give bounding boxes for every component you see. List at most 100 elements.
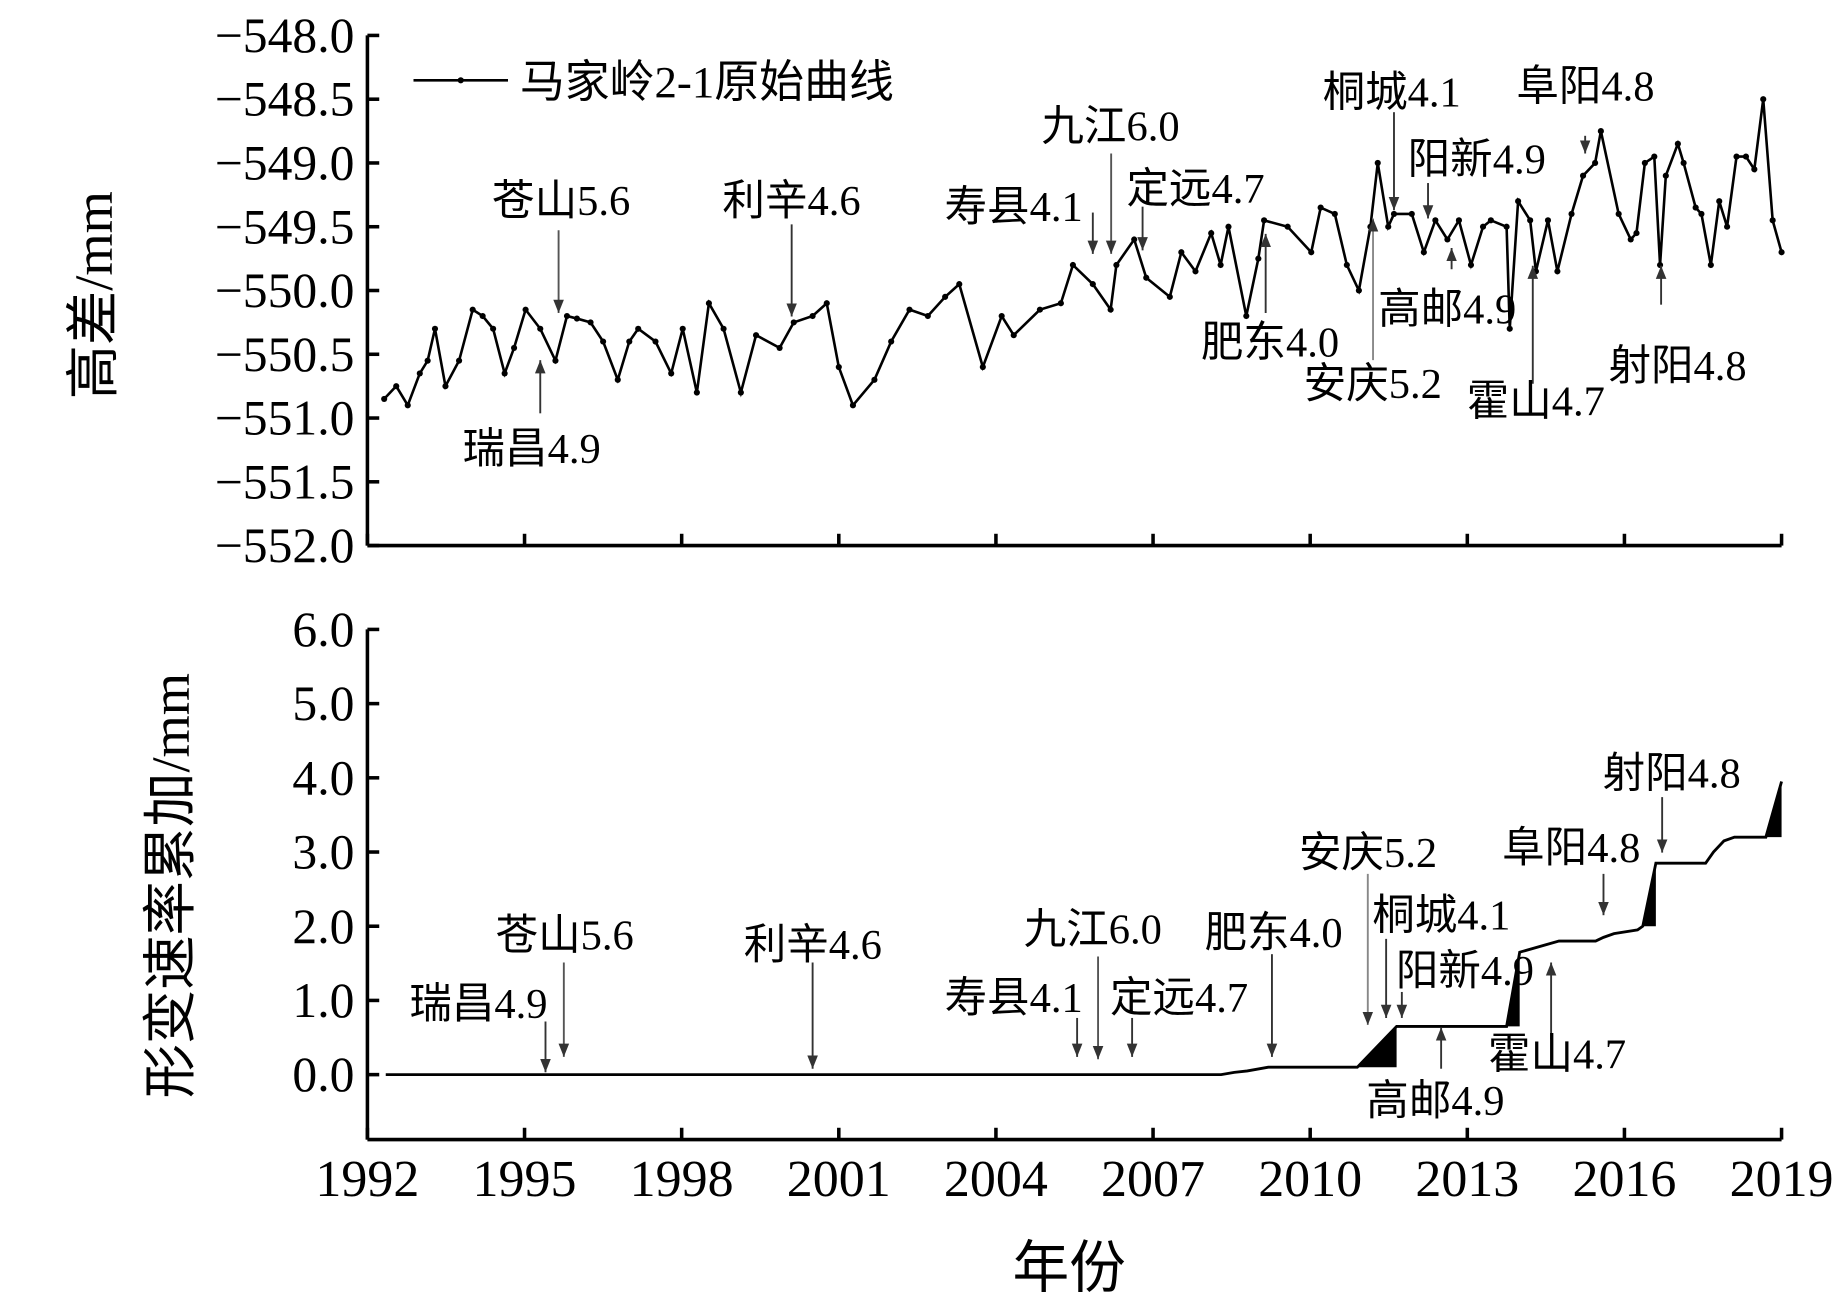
data-point (614, 376, 621, 383)
x-tick-label: 1995 (473, 1151, 577, 1208)
data-point (587, 319, 594, 326)
data-point (501, 370, 508, 377)
event-label: 苍山5.6 (496, 912, 634, 959)
data-point (1010, 332, 1017, 339)
data-point (652, 338, 659, 345)
data-point (381, 395, 388, 402)
data-point (1532, 268, 1539, 275)
data-point (1733, 153, 1740, 160)
data-point (1724, 223, 1731, 230)
data-point (1503, 223, 1510, 230)
x-tick-label: 2013 (1415, 1151, 1519, 1208)
event-label: 苍山5.6 (492, 178, 630, 225)
data-point (1778, 249, 1785, 256)
x-tick-label: 2004 (944, 1151, 1048, 1208)
data-point (416, 370, 423, 377)
bottom-y-tick-label: 5.0 (292, 676, 354, 731)
top-y-tick-label: −550.0 (215, 263, 355, 318)
data-point (1692, 204, 1699, 211)
event-label: 寿县4.1 (945, 975, 1083, 1022)
data-point (563, 312, 571, 320)
event-label: 利辛4.6 (722, 178, 860, 225)
top-y-tick-label: −552.0 (215, 518, 355, 573)
data-point (1479, 223, 1487, 230)
data-point (1343, 261, 1350, 269)
data-point (906, 306, 913, 313)
data-point (1390, 210, 1398, 218)
data-point (1143, 274, 1150, 281)
data-point (1674, 140, 1681, 147)
data-point (1651, 153, 1658, 160)
data-point (1527, 217, 1534, 224)
bottom-y-tick-label: 4.0 (292, 750, 354, 805)
event-label: 射阳4.8 (1603, 751, 1741, 798)
event-label: 定远4.7 (1110, 975, 1248, 1022)
data-point (1385, 223, 1392, 230)
event-label: 安庆5.2 (1304, 361, 1442, 408)
data-point (1597, 128, 1604, 135)
data-point (522, 306, 529, 313)
data-point (737, 389, 744, 396)
data-point (635, 325, 642, 332)
data-point (1579, 172, 1587, 179)
data-point (1544, 217, 1552, 224)
event-label: 寿县4.1 (945, 184, 1083, 231)
data-point (1716, 198, 1723, 205)
event-label: 九江6.0 (1041, 104, 1179, 151)
data-point (776, 344, 783, 351)
data-point (1192, 268, 1199, 275)
top-y-tick-label: −549.5 (215, 199, 355, 254)
bottom-y-tick-label: 3.0 (292, 825, 354, 880)
event-label: 安庆5.2 (1299, 830, 1437, 877)
data-point (1107, 306, 1114, 313)
data-point (1217, 261, 1224, 269)
event-label: 桐城4.1 (1323, 69, 1461, 116)
data-point (1742, 153, 1750, 160)
data-point (790, 319, 797, 326)
x-tick-label: 2019 (1730, 1151, 1834, 1208)
bottom-y-tick-label: 1.0 (292, 973, 354, 1028)
event-label: 利辛4.6 (744, 922, 882, 969)
data-point (1243, 312, 1250, 320)
data-point (1592, 159, 1599, 167)
data-point (1467, 261, 1475, 269)
data-point (1487, 217, 1494, 224)
data-point (1506, 325, 1513, 332)
data-point (835, 363, 842, 371)
data-point (998, 312, 1005, 320)
data-point (668, 370, 675, 377)
x-tick-label: 1992 (315, 1151, 419, 1208)
data-point (1355, 287, 1362, 294)
data-point (888, 338, 895, 345)
data-point (1554, 268, 1561, 275)
data-point (1633, 230, 1640, 237)
data-point (1036, 306, 1043, 313)
data-point (1751, 166, 1758, 173)
event-label: 高邮4.9 (1366, 1078, 1504, 1125)
data-point (600, 338, 607, 345)
cumulative-line (385, 781, 1783, 1077)
data-point (479, 312, 486, 320)
data-point (1656, 261, 1664, 269)
data-point (1331, 210, 1338, 218)
data-line (383, 99, 1783, 409)
data-point (1662, 172, 1669, 179)
data-point (1284, 223, 1291, 230)
data-point (1408, 210, 1415, 218)
event-label: 霍山4.7 (1488, 1032, 1626, 1079)
event-label: 阳新4.9 (1396, 948, 1534, 995)
data-point (720, 325, 727, 332)
data-point (956, 281, 963, 288)
data-point (1641, 159, 1648, 167)
event-label: 瑞昌4.9 (409, 981, 547, 1028)
top-y-axis-label: 高差/mm (64, 191, 124, 399)
data-point (1769, 217, 1776, 224)
data-point (1698, 210, 1705, 218)
data-point (979, 363, 986, 371)
legend-marker (457, 77, 464, 84)
data-point (1444, 236, 1451, 243)
data-point (552, 357, 559, 364)
data-point (393, 383, 400, 390)
event-label: 阜阳4.8 (1502, 825, 1640, 872)
